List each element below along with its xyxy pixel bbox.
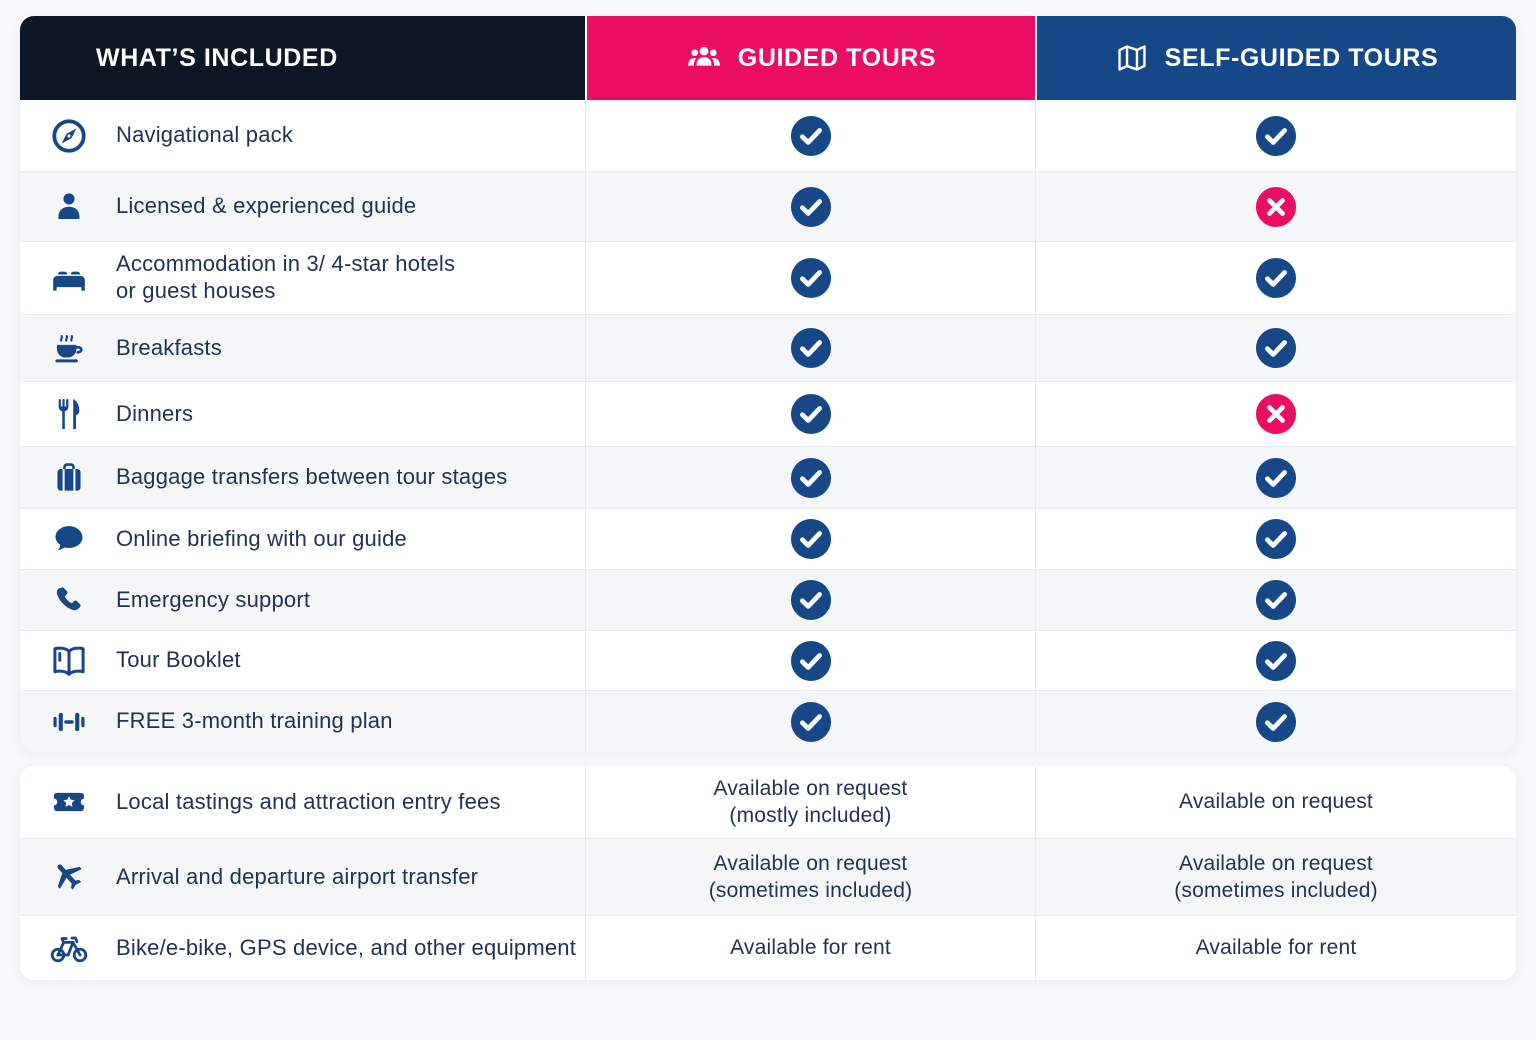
feature-label: Accommodation in 3/ 4-star hotels or gue… xyxy=(116,251,456,303)
suitcase-icon xyxy=(47,460,91,496)
check-icon xyxy=(790,518,832,560)
check-icon xyxy=(1255,579,1297,621)
chat-bubble-icon xyxy=(47,521,91,557)
guided-status xyxy=(585,447,1035,508)
whats-included-header: WHAT’S INCLUDED xyxy=(20,16,585,100)
feature-label: Baggage transfers between tour stages xyxy=(116,464,508,490)
check-icon xyxy=(1255,327,1297,369)
comparison-table: WHAT’S INCLUDED GUIDED TOURS xyxy=(20,16,1516,752)
fork-knife-icon xyxy=(47,396,91,432)
table-header: WHAT’S INCLUDED GUIDED TOURS xyxy=(20,16,1516,100)
guided-status xyxy=(585,570,1035,630)
feature-label: Tour Booklet xyxy=(116,647,241,673)
guided-value: Available for rent xyxy=(585,916,1035,980)
feature-label: Local tastings and attraction entry fees xyxy=(116,788,501,814)
guided-value: Available on request (sometimes included… xyxy=(585,839,1035,915)
feature-label: Online briefing with our guide xyxy=(116,525,407,551)
table-row: Online briefing with our guide xyxy=(20,508,1516,569)
guided-value: Available on request (mostly included) xyxy=(585,766,1035,838)
self-guided-value: Available for rent xyxy=(1035,916,1516,980)
self-guided-status xyxy=(1035,691,1516,752)
check-icon xyxy=(1255,518,1297,560)
self-guided-status xyxy=(1035,570,1516,630)
map-icon xyxy=(1115,41,1149,75)
extras-table: Local tastings and attraction entry fees… xyxy=(20,766,1516,980)
bicycle-icon xyxy=(47,927,91,969)
bed-icon xyxy=(47,258,91,298)
check-icon xyxy=(790,579,832,621)
x-icon xyxy=(1255,393,1297,435)
table-row: Emergency support xyxy=(20,569,1516,630)
self-guided-status xyxy=(1035,172,1516,241)
guided-status xyxy=(585,691,1035,752)
self-guided-status xyxy=(1035,382,1516,446)
self-guided-tours-header: SELF-GUIDED TOURS xyxy=(1035,16,1516,100)
table-row: Arrival and departure airport transfer A… xyxy=(20,838,1516,915)
ticket-icon xyxy=(47,783,91,821)
feature-label: Breakfasts xyxy=(116,334,222,360)
table-row: Bike/e-bike, GPS device, and other equip… xyxy=(20,915,1516,980)
guided-status xyxy=(585,382,1035,446)
feature-label: Bike/e-bike, GPS device, and other equip… xyxy=(116,934,577,960)
feature-label: Arrival and departure airport transfer xyxy=(116,863,479,889)
book-icon xyxy=(47,642,91,680)
check-icon xyxy=(790,115,832,157)
check-icon xyxy=(790,640,832,682)
whats-included-label: WHAT’S INCLUDED xyxy=(96,43,338,72)
dumbbell-icon xyxy=(47,703,91,741)
check-icon xyxy=(1255,257,1297,299)
feature-label: Dinners xyxy=(116,400,194,426)
table-row: Licensed & experienced guide xyxy=(20,171,1516,241)
guided-status xyxy=(585,631,1035,690)
self-guided-status xyxy=(1035,315,1516,381)
guided-status xyxy=(585,242,1035,314)
people-group-icon xyxy=(686,40,722,76)
check-icon xyxy=(790,393,832,435)
feature-label: FREE 3-month training plan xyxy=(116,708,393,734)
phone-icon xyxy=(47,583,91,617)
guided-tours-header: GUIDED TOURS xyxy=(585,16,1035,100)
feature-label: Emergency support xyxy=(116,586,311,612)
check-icon xyxy=(790,327,832,369)
x-icon xyxy=(1255,186,1297,228)
self-guided-tours-label: SELF-GUIDED TOURS xyxy=(1164,43,1439,72)
check-icon xyxy=(1255,115,1297,157)
self-guided-status xyxy=(1035,447,1516,508)
feature-label: Navigational pack xyxy=(116,122,294,148)
airplane-icon xyxy=(47,858,91,896)
table-row: Navigational pack xyxy=(20,100,1516,171)
check-icon xyxy=(1255,640,1297,682)
guided-status xyxy=(585,100,1035,171)
coffee-cup-icon xyxy=(47,329,91,367)
table-row: Local tastings and attraction entry fees… xyxy=(20,766,1516,838)
table-row: Tour Booklet xyxy=(20,630,1516,690)
self-guided-value: Available on request xyxy=(1035,766,1516,838)
self-guided-status xyxy=(1035,242,1516,314)
table-row: Breakfasts xyxy=(20,314,1516,381)
table-row: Baggage transfers between tour stages xyxy=(20,446,1516,508)
guided-status xyxy=(585,315,1035,381)
person-icon xyxy=(47,189,91,225)
table-row: Dinners xyxy=(20,381,1516,446)
table-row: FREE 3-month training plan xyxy=(20,690,1516,752)
self-guided-value: Available on request (sometimes included… xyxy=(1035,839,1516,915)
check-icon xyxy=(790,186,832,228)
self-guided-status xyxy=(1035,631,1516,690)
guided-status xyxy=(585,172,1035,241)
self-guided-status xyxy=(1035,509,1516,569)
self-guided-status xyxy=(1035,100,1516,171)
guided-status xyxy=(585,509,1035,569)
table-row: Accommodation in 3/ 4-star hotels or gue… xyxy=(20,241,1516,314)
check-icon xyxy=(790,457,832,499)
check-icon xyxy=(790,257,832,299)
feature-label: Licensed & experienced guide xyxy=(116,193,417,219)
check-icon xyxy=(1255,457,1297,499)
guided-tours-label: GUIDED TOURS xyxy=(737,43,937,72)
check-icon xyxy=(1255,701,1297,743)
compass-icon xyxy=(47,117,91,155)
check-icon xyxy=(790,701,832,743)
